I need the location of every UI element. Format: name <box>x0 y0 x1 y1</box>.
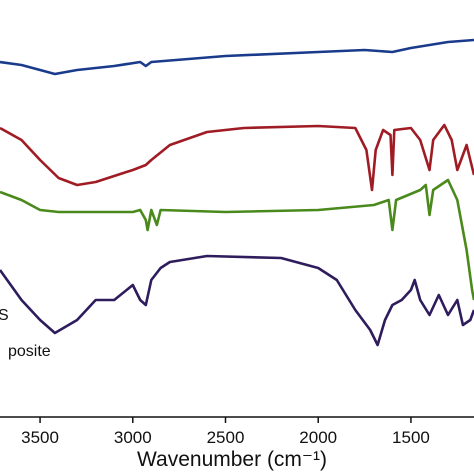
spectrum-line <box>0 38 474 76</box>
spectrum-line <box>0 178 474 301</box>
x-tick-label: 3500 <box>21 428 59 447</box>
x-tick-label: 2000 <box>299 428 337 447</box>
series-label: S <box>0 307 9 324</box>
x-tick-label: 1500 <box>392 428 430 447</box>
x-axis-label: Wavenumber (cm⁻¹) <box>137 448 327 471</box>
spectrum-line <box>0 254 474 347</box>
x-tick-label: 2500 <box>207 428 245 447</box>
series-label: posite <box>8 343 51 360</box>
x-tick-label: 3000 <box>114 428 152 447</box>
spectrum-line <box>0 123 474 192</box>
